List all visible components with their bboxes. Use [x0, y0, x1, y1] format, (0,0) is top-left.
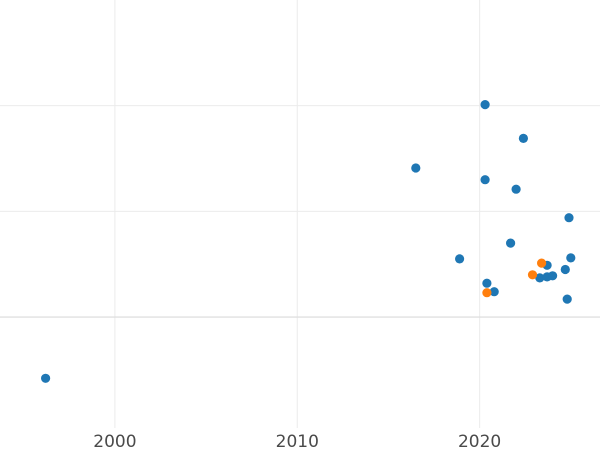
x-tick-label: 2020: [458, 432, 501, 450]
data-point-blue-2: [455, 254, 465, 264]
data-point-blue-17: [566, 253, 576, 263]
x-tick-label: 2000: [93, 432, 136, 450]
data-point-orange-0: [482, 288, 492, 298]
data-point-blue-1: [411, 163, 421, 173]
data-point-blue-4: [480, 175, 490, 185]
data-point-blue-10: [535, 273, 545, 283]
data-point-orange-2: [537, 258, 547, 268]
data-point-blue-15: [562, 294, 572, 304]
x-axis-ticks: 2000 2010 2020: [93, 432, 501, 450]
data-point-blue-8: [511, 184, 521, 194]
data-point-blue-13: [548, 271, 558, 281]
x-tick-label: 2010: [276, 432, 319, 450]
grid: [0, 0, 600, 428]
data-point-blue-3: [480, 100, 490, 110]
data-point-blue-14: [560, 264, 570, 275]
data-point-blue-16: [564, 213, 574, 223]
data-point-blue-5: [482, 278, 492, 288]
data-point-blue-7: [506, 238, 516, 248]
data-point-blue-6: [489, 287, 499, 297]
data-point-blue-9: [518, 133, 529, 143]
data-point-orange-1: [527, 270, 538, 280]
data-point-blue-0: [41, 373, 51, 383]
data-points: [41, 100, 576, 383]
